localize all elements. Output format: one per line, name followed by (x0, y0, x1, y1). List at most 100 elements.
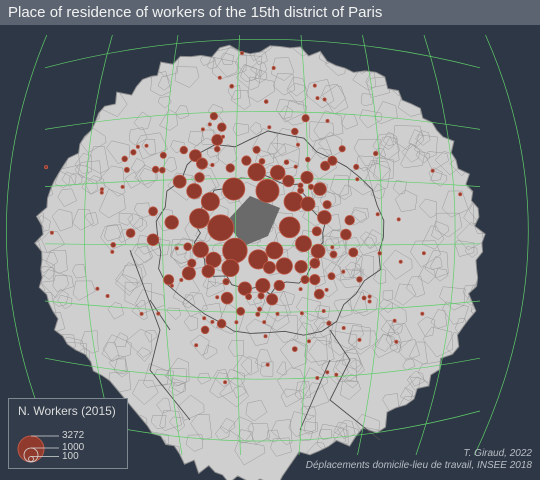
commune-border (472, 99, 486, 114)
worker-symbol (267, 125, 272, 130)
worker-symbol (252, 145, 261, 154)
commune-border (232, 122, 249, 137)
commune-border (45, 45, 68, 61)
commune-border (382, 131, 398, 147)
commune-border (278, 105, 293, 120)
worker-symbol (291, 127, 299, 136)
commune-border (247, 76, 276, 103)
worker-symbol (297, 182, 304, 189)
legend-value-mid: 1000 (62, 442, 85, 453)
commune-border (328, 330, 358, 356)
commune-border (111, 49, 136, 75)
commune-border (102, 334, 132, 362)
worker-symbol (229, 83, 235, 89)
commune-border (57, 188, 78, 207)
commune-border (239, 64, 257, 83)
commune-border (45, 249, 68, 274)
worker-symbol (217, 122, 227, 132)
commune-border (345, 261, 362, 278)
worker-symbol (367, 299, 372, 304)
worker-symbol (236, 306, 246, 316)
commune-border (253, 51, 268, 66)
commune-border (89, 45, 112, 52)
commune-border (75, 103, 94, 122)
commune-border (150, 414, 167, 430)
commune-border (144, 45, 171, 64)
commune-border (418, 198, 438, 219)
commune-border (337, 252, 363, 279)
commune-border (378, 302, 407, 332)
commune-border (249, 121, 262, 135)
commune-border (283, 100, 308, 126)
commune-border (113, 358, 127, 375)
worker-symbol (217, 75, 222, 80)
commune-border (329, 174, 350, 197)
commune-border (366, 160, 391, 181)
commune-border (417, 266, 436, 285)
commune-border (394, 283, 417, 306)
worker-symbol (353, 163, 360, 170)
commune-border (175, 105, 190, 120)
worker-symbol (247, 162, 266, 182)
worker-symbol (278, 216, 301, 239)
commune-border (408, 129, 425, 147)
worker-symbol (325, 370, 330, 375)
worker-symbol (294, 260, 308, 274)
department-border (149, 299, 171, 331)
commune-border (313, 316, 334, 338)
commune-border (325, 28, 337, 40)
commune-border (474, 45, 486, 58)
commune-border (430, 170, 448, 187)
worker-symbol (151, 165, 160, 174)
commune-border (34, 99, 63, 128)
worker-symbol (295, 142, 300, 147)
commune-border (170, 239, 193, 264)
commune-border (144, 329, 158, 343)
worker-symbol (263, 334, 268, 339)
worker-symbol (327, 272, 336, 281)
commune-border (136, 132, 169, 160)
worker-symbol (210, 162, 215, 168)
worker-symbol (263, 99, 269, 104)
worker-symbol (213, 145, 221, 153)
worker-symbol (201, 264, 216, 278)
worker-symbol (282, 174, 295, 188)
commune-border (373, 268, 387, 285)
worker-symbol (355, 177, 360, 182)
commune-border (429, 256, 443, 270)
worker-symbol (255, 278, 271, 294)
commune-border (271, 315, 299, 343)
graticule-line (44, 300, 481, 313)
graticule-line (474, 34, 529, 456)
commune-border (240, 356, 259, 376)
worker-symbol (394, 339, 399, 344)
commune-border (406, 397, 432, 427)
worker-symbol (209, 112, 219, 121)
commune-border (181, 45, 199, 47)
commune-border (168, 378, 186, 397)
commune-border (220, 52, 235, 66)
worker-symbol (344, 214, 355, 226)
commune-border (177, 394, 205, 421)
commune-border (339, 268, 363, 288)
credits-source: Déplacements domicile-lieu de travail, I… (305, 460, 532, 471)
commune-border (287, 76, 307, 97)
commune-border (347, 30, 361, 44)
commune-border (182, 294, 196, 309)
commune-border (159, 109, 178, 131)
commune-border (34, 169, 44, 193)
commune-border (341, 114, 359, 130)
commune-border (140, 66, 152, 79)
commune-border (320, 83, 347, 110)
commune-border (354, 254, 375, 278)
worker-symbol (156, 311, 161, 316)
commune-border (34, 45, 47, 61)
commune-border (415, 130, 431, 146)
worker-symbol (262, 320, 267, 325)
commune-border (34, 169, 46, 183)
commune-border (419, 92, 443, 117)
commune-border (380, 136, 395, 150)
commune-border (37, 338, 53, 354)
commune-border (333, 357, 357, 382)
commune-border (343, 373, 359, 389)
